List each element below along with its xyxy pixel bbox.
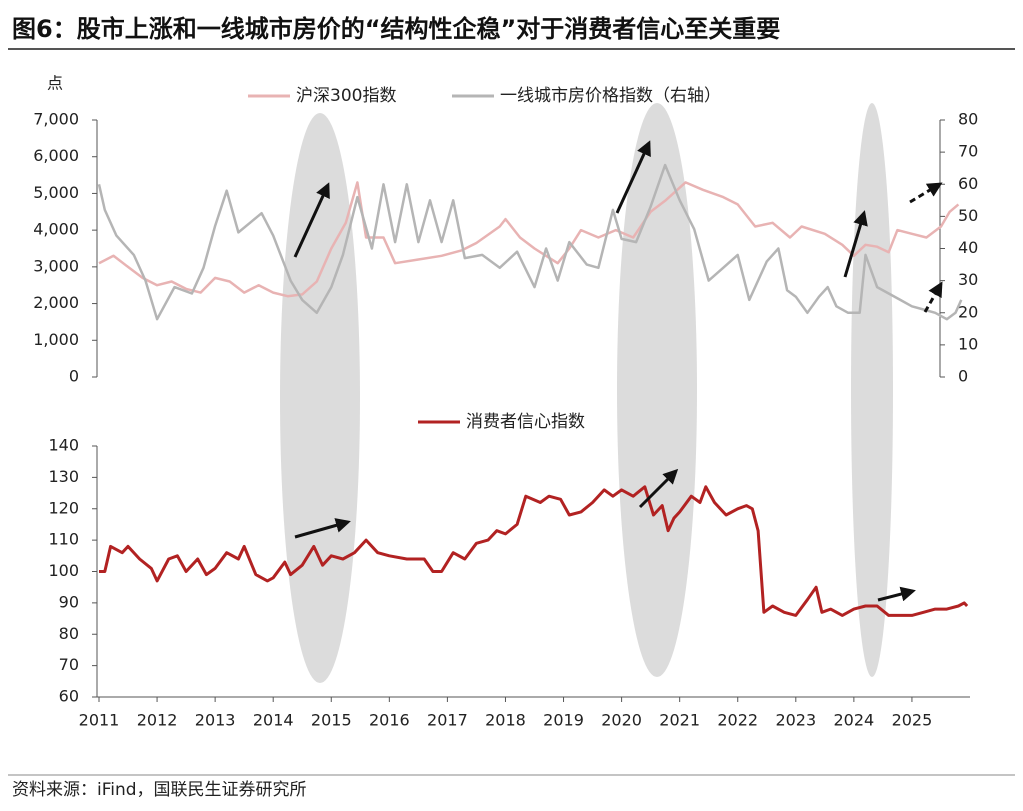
y2-tick-label: 50 — [958, 206, 978, 225]
x-tick-label: 2015 — [311, 711, 352, 730]
y-tick-label: 60 — [59, 687, 79, 706]
y-tick-label: 120 — [48, 498, 79, 517]
arrow — [615, 140, 651, 214]
series-line — [98, 181, 960, 298]
y-axis-label: 点 — [47, 74, 63, 93]
x-tick-label: 2025 — [892, 711, 933, 730]
y-tick-label: 6,000 — [33, 146, 79, 165]
arrow — [877, 586, 916, 602]
y-tick-label: 100 — [48, 561, 79, 580]
highlight-ellipse — [280, 113, 360, 683]
x-tick-label: 2014 — [253, 711, 294, 730]
plot: 0 1,000 2,000 3,000 4,000 5,000 6,000 7,000 点 0 10… — [33, 74, 978, 730]
highlight-ellipse — [851, 103, 893, 677]
series-line — [99, 485, 969, 617]
y-tick-label: 110 — [48, 530, 79, 549]
arrows — [293, 140, 943, 602]
arrow — [294, 518, 351, 539]
y-tick-label: 1,000 — [33, 330, 79, 349]
y2-tick-label: 20 — [958, 302, 978, 321]
arrow — [638, 468, 679, 509]
highlight-zones — [280, 103, 893, 683]
y-tick-label: 90 — [59, 592, 79, 611]
y-tick-label: 5,000 — [33, 183, 79, 202]
y2-tick-label: 10 — [958, 334, 978, 353]
arrow — [843, 210, 868, 278]
y-tick-label: 2,000 — [33, 293, 79, 312]
x-tick-label: 2011 — [79, 711, 120, 730]
series-line — [97, 163, 963, 321]
y-tick-label: 80 — [59, 624, 79, 643]
y-tick-label: 4,000 — [33, 220, 79, 239]
arrow — [909, 182, 943, 204]
y2-tick-label: 40 — [958, 238, 978, 257]
arrow — [293, 182, 330, 258]
x-tick-label: 2024 — [834, 711, 875, 730]
y2-tick-label: 80 — [958, 110, 978, 129]
x-tick-label: 2012 — [137, 711, 178, 730]
source: 资料来源：iFind，国联民生证券研究所 — [12, 780, 307, 800]
y-tick-label: 7,000 — [33, 110, 79, 129]
arrow — [923, 281, 943, 313]
x-tick-label: 2017 — [427, 711, 468, 730]
y-tick-label: 140 — [48, 436, 79, 455]
x-tick-label: 2016 — [369, 711, 410, 730]
y2-tick-label: 0 — [958, 367, 968, 386]
page-title: 图6：股市上涨和一线城市房价的“结构性企稳”对于消费者信心至关重要 — [12, 15, 780, 43]
y-tick-label: 130 — [48, 467, 79, 486]
legend-label: 沪深300指数 — [296, 86, 396, 106]
x-tick-label: 2022 — [717, 711, 758, 730]
y-tick-label: 3,000 — [33, 256, 79, 275]
highlight-ellipse — [617, 103, 697, 677]
y2-tick-label: 30 — [958, 270, 978, 289]
x-tick-label: 2013 — [195, 711, 236, 730]
x-tick-label: 2018 — [485, 711, 526, 730]
x-tick-label: 2023 — [775, 711, 816, 730]
y-tick-label: 0 — [69, 367, 79, 386]
x-tick-label: 2020 — [601, 711, 642, 730]
y-tick-label: 70 — [59, 655, 79, 674]
x-tick-label: 2021 — [659, 711, 700, 730]
legend-label: 消费者信心指数 — [466, 412, 585, 432]
y2-tick-label: 60 — [958, 174, 978, 193]
y2-tick-label: 70 — [958, 142, 978, 161]
x-tick-label: 2019 — [543, 711, 584, 730]
legend-label: 一线城市房价格指数（右轴） — [500, 86, 721, 106]
